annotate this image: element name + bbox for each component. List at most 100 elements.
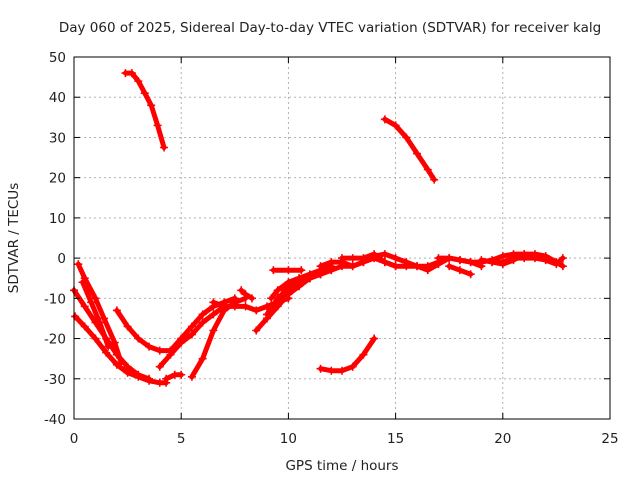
series-trace xyxy=(114,307,173,354)
data-point xyxy=(247,294,256,303)
data-point xyxy=(284,278,293,287)
series-trace xyxy=(75,261,124,366)
data-point xyxy=(380,115,389,124)
data-point xyxy=(558,254,567,263)
data-point xyxy=(220,302,229,311)
x-tick-label: 20 xyxy=(494,431,511,447)
data-point xyxy=(117,358,126,367)
data-point xyxy=(552,260,561,269)
data-point xyxy=(198,318,207,327)
data-point xyxy=(338,366,346,375)
data-point xyxy=(498,260,507,269)
series-trace xyxy=(80,279,111,350)
series-arc-24 xyxy=(488,250,539,269)
data-point xyxy=(273,286,282,295)
data-point xyxy=(112,306,121,315)
data-point xyxy=(402,133,411,142)
data-point xyxy=(423,262,432,271)
y-tick-label: -10 xyxy=(44,291,66,307)
series-arc-11 xyxy=(237,286,256,303)
data-point xyxy=(102,348,111,357)
data-point xyxy=(104,342,113,351)
data-point xyxy=(391,262,400,271)
data-point xyxy=(488,258,497,267)
plot-frame xyxy=(73,56,611,420)
data-point xyxy=(267,294,276,303)
data-point xyxy=(284,266,293,275)
data-point xyxy=(91,294,100,303)
data-point xyxy=(198,354,207,363)
data-point xyxy=(95,318,104,327)
data-point xyxy=(198,310,207,319)
data-point xyxy=(558,262,567,271)
series-arc-5 xyxy=(112,306,175,355)
data-point xyxy=(262,310,271,319)
data-point xyxy=(209,310,218,319)
data-point xyxy=(466,270,475,279)
data-point xyxy=(100,314,109,323)
series-arc-6 xyxy=(162,370,186,383)
data-point xyxy=(241,302,250,311)
series-arc-25 xyxy=(121,69,169,152)
data-point xyxy=(123,322,132,331)
series-trace xyxy=(339,251,441,269)
y-tick-label: 20 xyxy=(49,171,66,187)
x-axis-label: GPS time / hours xyxy=(285,458,398,474)
y-tick-label: -30 xyxy=(44,372,66,388)
data-point xyxy=(87,298,96,307)
data-point xyxy=(162,374,171,383)
data-point xyxy=(145,342,154,351)
y-tick-label: 50 xyxy=(49,50,66,66)
data-point xyxy=(327,366,336,375)
data-point xyxy=(413,149,422,158)
data-point xyxy=(187,372,196,381)
data-point xyxy=(78,278,87,287)
data-point xyxy=(370,250,379,259)
data-point xyxy=(455,256,464,265)
data-point xyxy=(530,252,539,261)
data-point xyxy=(402,262,411,271)
data-point xyxy=(155,362,164,371)
series-trace xyxy=(72,313,169,386)
data-point xyxy=(269,266,278,275)
data-point xyxy=(230,302,239,311)
data-point xyxy=(153,121,162,130)
data-point xyxy=(177,370,186,379)
data-point xyxy=(391,254,400,263)
y-tick-label: 0 xyxy=(57,251,66,267)
data-point xyxy=(177,334,186,343)
data-point xyxy=(413,262,422,271)
data-point xyxy=(370,334,379,343)
data-point xyxy=(241,290,250,299)
axis-ticks xyxy=(73,56,611,420)
data-point xyxy=(147,101,156,110)
series-arc-19 xyxy=(338,250,443,271)
data-point xyxy=(252,326,261,335)
data-point xyxy=(297,266,306,275)
x-tick-label: 15 xyxy=(387,431,404,447)
data-point xyxy=(166,346,175,355)
data-point xyxy=(110,338,119,347)
data-point xyxy=(359,254,368,263)
data-point xyxy=(209,326,218,335)
series-arc-7 xyxy=(155,302,229,371)
data-point xyxy=(187,330,196,339)
data-point xyxy=(305,274,314,283)
data-point xyxy=(348,262,357,271)
data-point xyxy=(359,350,368,359)
data-point xyxy=(445,254,454,263)
data-point xyxy=(430,175,439,184)
series-arc-4 xyxy=(78,278,113,351)
series-arc-20 xyxy=(380,115,439,184)
data-point xyxy=(134,370,143,379)
y-tick-labels: -40 -30 -20 -10 0 10 20 30 40 50 xyxy=(44,50,66,428)
data-point xyxy=(348,254,357,263)
y-tick-label: -20 xyxy=(44,332,66,348)
y-tick-label: -40 xyxy=(44,412,66,428)
data-point xyxy=(445,262,454,271)
data-point xyxy=(71,312,80,321)
data-point xyxy=(252,306,261,315)
data-point xyxy=(423,165,432,174)
series-arc-21 xyxy=(445,262,475,279)
